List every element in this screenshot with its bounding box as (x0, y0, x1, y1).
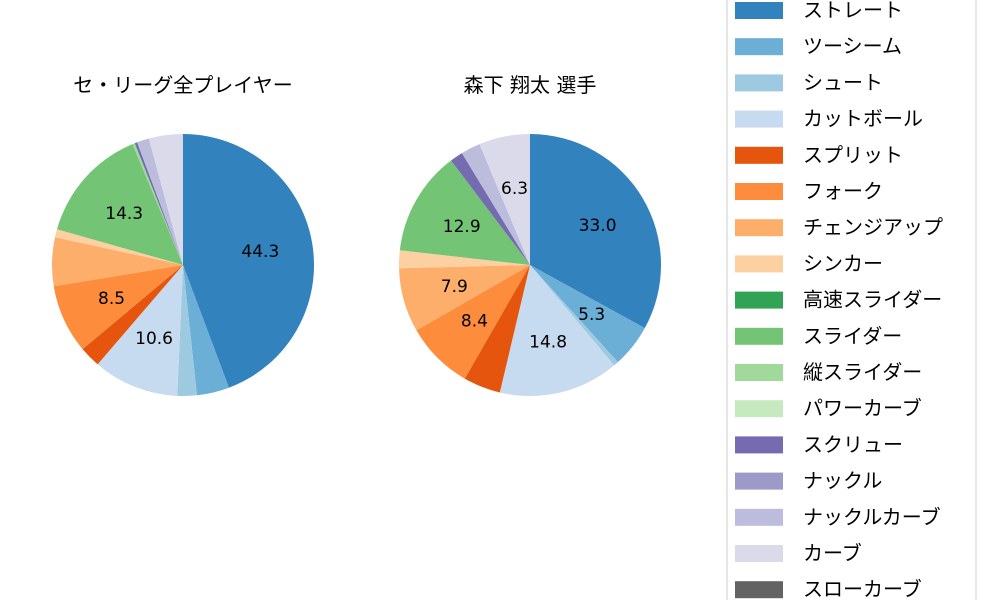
slice-value-label: 6.3 (501, 179, 528, 199)
pie-slice (530, 134, 661, 329)
slice-value-label: 10.6 (135, 329, 173, 349)
pie-slice (54, 229, 183, 265)
legend-label: 高速スライダー (803, 288, 942, 312)
slice-value-label: 44.3 (241, 242, 279, 262)
legend-label: ストレート (803, 0, 903, 22)
legend-label: チェンジアップ (803, 215, 943, 239)
pie-slice (451, 153, 530, 265)
slice-value-label: 5.3 (578, 305, 605, 325)
legend-label: シンカー (803, 251, 883, 275)
legend-label: 縦スライダー (803, 360, 922, 384)
legend-swatch (735, 400, 783, 418)
legend-label: ツーシーム (803, 34, 902, 58)
left-pie: 44.3 10.6 8.5 14.3 (52, 134, 314, 397)
slice-value-label: 8.5 (98, 289, 125, 309)
pie-slice (177, 265, 197, 397)
legend-swatch (735, 74, 783, 92)
pie-slice (499, 265, 615, 396)
slice-value-label: 8.4 (461, 312, 488, 332)
slice-value-label: 7.9 (441, 277, 468, 297)
pie-slice (82, 265, 183, 365)
slice-value-label: 14.8 (529, 332, 567, 352)
pie-slice (97, 265, 183, 396)
pie-slice (399, 250, 530, 269)
slice-value-label: 14.3 (105, 204, 143, 224)
pie-slice (399, 265, 530, 331)
legend-swatch (735, 291, 783, 309)
legend-swatch (735, 146, 783, 164)
legend-label: スプリット (803, 143, 903, 167)
pie-slice (461, 144, 530, 265)
legend-label: シュート (803, 70, 883, 94)
legend-swatch (735, 327, 783, 345)
pie-slice (52, 237, 184, 287)
pie-slice (530, 265, 645, 363)
legend-swatch (735, 436, 783, 454)
pie-slice (132, 143, 183, 265)
pie-slice (399, 160, 530, 265)
legend-swatch (735, 364, 783, 381)
pie-slice (416, 265, 530, 379)
legend-label: ナックル (803, 469, 882, 493)
legend-label: スローカーブ (803, 577, 922, 600)
legend-label: ナックルカーブ (803, 505, 941, 529)
right-pie: 33.0 5.3 14.8 8.4 7.9 12.9 6.3 (399, 134, 661, 396)
legend-label: スクリュー (803, 432, 903, 456)
legend-swatch (735, 2, 783, 19)
pie-slice (183, 265, 229, 396)
pie-slice (479, 134, 530, 265)
legend-label: フォーク (803, 179, 883, 203)
pie-slice (464, 265, 530, 393)
slice-value-label: 12.9 (443, 217, 481, 237)
pie-slice (134, 142, 183, 265)
legend-swatch (735, 255, 783, 273)
legend-swatch (735, 508, 783, 526)
legend-label: カットボール (803, 107, 923, 131)
pie-slice (53, 265, 183, 350)
legend-swatch (735, 545, 783, 562)
legend-label: パワーカーブ (803, 396, 922, 420)
left-pie-title: セ・リーグ全プレイヤー (73, 73, 292, 97)
legend-swatch (735, 110, 783, 128)
legend-swatch (735, 219, 783, 237)
pie-slice (530, 265, 618, 366)
legend: ストレートツーシームシュートカットボールスプリットフォークチェンジアップシンカー… (726, 0, 977, 600)
pie-slice (148, 134, 183, 265)
legend-swatch (735, 183, 783, 200)
legend-label: カーブ (803, 541, 862, 565)
legend-swatch (735, 581, 783, 599)
legend-swatch (735, 472, 783, 490)
pie-slice (137, 138, 183, 265)
pie-slice (183, 134, 314, 388)
legend-label: スライダー (803, 324, 902, 348)
legend-swatch (735, 38, 783, 56)
pie-slice (56, 144, 183, 265)
right-pie-title: 森下 翔太 選手 (464, 73, 597, 97)
slice-value-label: 33.0 (579, 216, 617, 236)
legend-frame (726, 0, 977, 600)
